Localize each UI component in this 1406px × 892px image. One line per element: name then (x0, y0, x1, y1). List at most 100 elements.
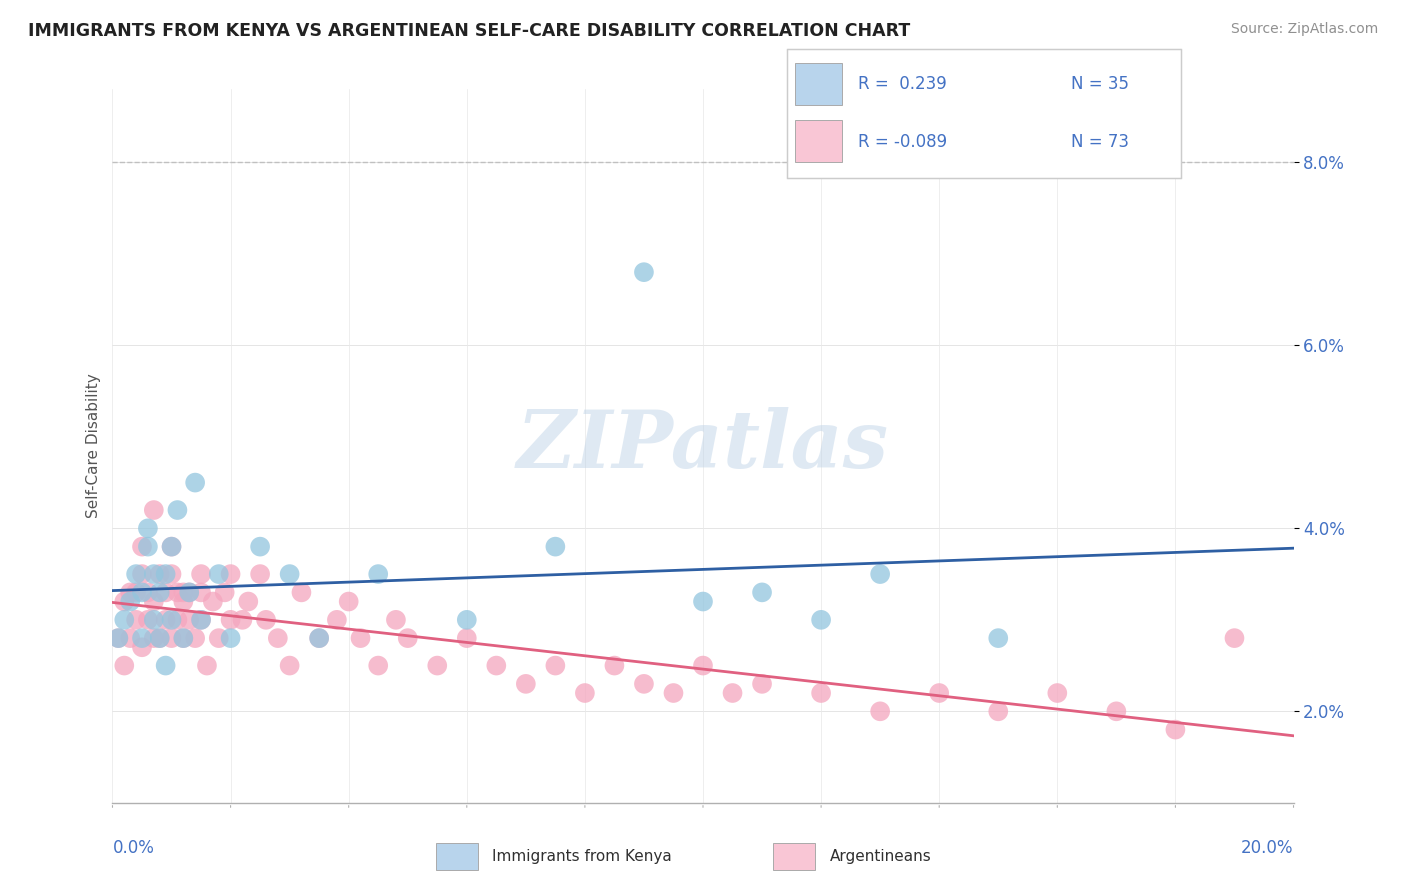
Point (254, 613, 277, 627)
Point (131, 585, 153, 599)
Point (136, 613, 159, 627)
Point (155, 613, 177, 627)
Point (160, 540, 183, 554)
Point (633, 265, 655, 279)
Point (219, 613, 242, 627)
Point (136, 585, 159, 599)
Point (987, 704, 1010, 718)
Point (219, 631, 242, 645)
Point (308, 631, 330, 645)
Point (131, 640, 153, 655)
Point (190, 613, 212, 627)
Point (166, 613, 188, 627)
Point (201, 594, 224, 608)
Point (160, 631, 183, 645)
Point (142, 503, 165, 517)
Bar (773, 843, 815, 870)
Text: IMMIGRANTS FROM KENYA VS ARGENTINEAN SELF-CARE DISABILITY CORRELATION CHART: IMMIGRANTS FROM KENYA VS ARGENTINEAN SEL… (28, 22, 910, 40)
Point (142, 567, 165, 582)
Point (179, 585, 201, 599)
Text: Source: ZipAtlas.com: Source: ZipAtlas.com (1230, 22, 1378, 37)
Point (142, 594, 165, 608)
Point (155, 567, 177, 582)
Point (603, 658, 626, 673)
Point (810, 613, 832, 627)
Point (396, 631, 419, 645)
Point (149, 585, 172, 599)
Point (456, 631, 478, 645)
Text: Immigrants from Kenya: Immigrants from Kenya (492, 849, 672, 863)
Point (662, 686, 685, 700)
Y-axis label: Self-Care Disability: Self-Care Disability (86, 374, 101, 518)
Point (308, 631, 330, 645)
Point (172, 585, 194, 599)
Text: ZIPatlas: ZIPatlas (517, 408, 889, 484)
Point (179, 613, 201, 627)
Point (112, 658, 135, 673)
Text: 0.0%: 0.0% (112, 839, 155, 857)
Point (131, 567, 153, 582)
Point (692, 658, 714, 673)
Point (208, 631, 231, 645)
Point (278, 567, 301, 582)
Point (1046, 686, 1069, 700)
Point (166, 585, 188, 599)
Point (1223, 631, 1246, 645)
Point (172, 594, 194, 608)
Point (112, 613, 135, 627)
Point (633, 677, 655, 691)
Point (125, 585, 148, 599)
Point (172, 631, 194, 645)
Text: N = 73: N = 73 (1071, 133, 1129, 151)
Point (149, 631, 172, 645)
Point (326, 613, 349, 627)
Point (692, 594, 714, 608)
Point (869, 704, 891, 718)
Point (184, 631, 207, 645)
Point (349, 631, 371, 645)
Point (928, 686, 950, 700)
Point (155, 658, 177, 673)
Point (278, 658, 301, 673)
Point (131, 540, 153, 554)
Point (385, 613, 408, 627)
Point (367, 658, 389, 673)
Point (131, 631, 153, 645)
Point (120, 585, 142, 599)
Point (179, 585, 201, 599)
Point (184, 475, 207, 490)
Point (160, 567, 183, 582)
Point (195, 658, 218, 673)
Point (721, 686, 744, 700)
Text: N = 35: N = 35 (1071, 75, 1129, 93)
Point (155, 585, 177, 599)
Point (214, 585, 236, 599)
Point (112, 594, 135, 608)
Point (1105, 704, 1128, 718)
Point (426, 658, 449, 673)
Point (136, 540, 159, 554)
Point (249, 567, 271, 582)
Bar (436, 843, 478, 870)
Point (107, 631, 129, 645)
Point (125, 567, 148, 582)
Point (107, 631, 129, 645)
Point (160, 613, 183, 627)
Point (136, 521, 159, 535)
Point (869, 567, 891, 582)
Point (142, 631, 165, 645)
Point (290, 585, 312, 599)
Text: R = -0.089: R = -0.089 (858, 133, 948, 151)
Point (120, 631, 142, 645)
Point (120, 594, 142, 608)
Text: 20.0%: 20.0% (1241, 839, 1294, 857)
Point (219, 567, 242, 582)
Point (149, 567, 172, 582)
Point (160, 540, 183, 554)
Point (149, 631, 172, 645)
Point (456, 613, 478, 627)
Point (751, 585, 773, 599)
Point (190, 585, 212, 599)
Text: Argentineans: Argentineans (830, 849, 931, 863)
Point (125, 613, 148, 627)
